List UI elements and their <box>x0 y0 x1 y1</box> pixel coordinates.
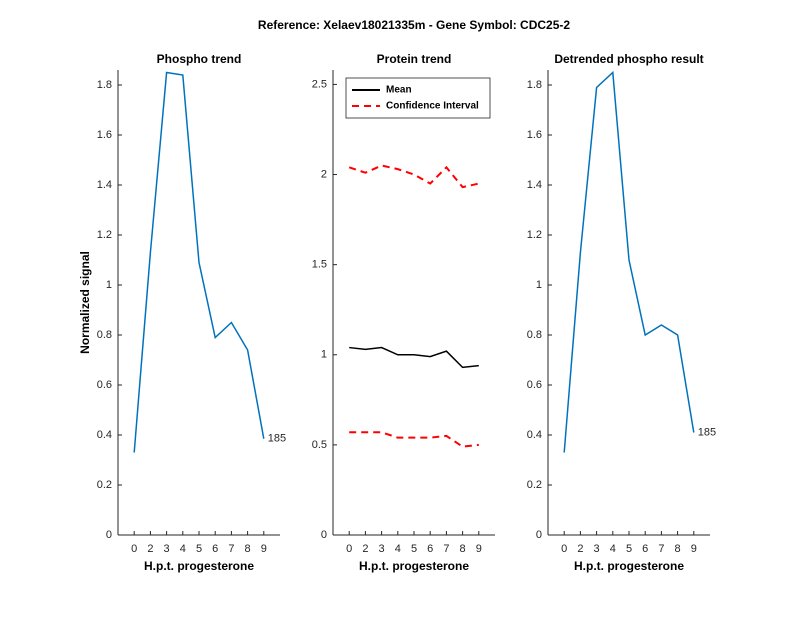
y-tick-label: 0 <box>106 529 112 541</box>
y-tick-label: 1.2 <box>97 229 112 241</box>
y-tick-label: 0.6 <box>527 379 542 391</box>
x-tick-label: 0 <box>346 543 352 555</box>
x-tick-label: 3 <box>379 543 385 555</box>
subplot-title: Detrended phospho result <box>554 52 703 66</box>
x-tick-label: 8 <box>460 543 466 555</box>
legend-label: Mean <box>386 85 412 96</box>
x-tick-label: 0 <box>561 543 567 555</box>
data-line <box>563 70 695 453</box>
y-tick-label: 1 <box>106 279 112 291</box>
x-tick-label: 2 <box>147 543 153 555</box>
x-tick-label: 4 <box>610 543 616 555</box>
x-tick-label: 7 <box>658 543 664 555</box>
x-tick-label: 3 <box>164 543 170 555</box>
x-axis-label: H.p.t. progesterone <box>359 559 469 573</box>
y-tick-label: 1 <box>536 279 542 291</box>
y-tick-label: 1.5 <box>312 259 327 271</box>
figure-title: Reference: Xelaev18021335m - Gene Symbol… <box>258 18 570 32</box>
data-line <box>349 346 479 369</box>
x-tick-label: 8 <box>245 543 251 555</box>
annotation: 185 <box>698 426 716 438</box>
x-tick-label: 0 <box>131 543 137 555</box>
y-tick-label: 0 <box>321 529 327 541</box>
legend-box <box>345 77 491 119</box>
y-tick-label: 0.6 <box>97 379 112 391</box>
x-tick-label: 5 <box>196 543 202 555</box>
x-tick-label: 3 <box>594 543 600 555</box>
x-tick-label: 4 <box>180 543 186 555</box>
y-tick-label: 0.4 <box>97 429 112 441</box>
x-tick-label: 2 <box>577 543 583 555</box>
x-tick-label: 8 <box>675 543 681 555</box>
x-tick-label: 9 <box>261 543 267 555</box>
subplot-title: Phospho trend <box>157 52 242 66</box>
y-tick-label: 0.8 <box>97 329 112 341</box>
y-tick-label: 0.2 <box>97 479 112 491</box>
x-tick-label: 7 <box>228 543 234 555</box>
annotation: 185 <box>268 433 286 445</box>
y-tick-label: 0.5 <box>312 439 327 451</box>
y-tick-label: 2.5 <box>312 78 327 90</box>
y-tick-label: 1.2 <box>527 229 542 241</box>
subplot-title: Protein trend <box>377 52 452 66</box>
x-tick-label: 6 <box>212 543 218 555</box>
x-tick-label: 9 <box>691 543 697 555</box>
x-tick-label: 5 <box>411 543 417 555</box>
x-tick-label: 7 <box>443 543 449 555</box>
y-tick-label: 2 <box>321 168 327 180</box>
y-tick-label: 0.2 <box>527 479 542 491</box>
legend-label: Confidence Interval <box>386 101 479 112</box>
y-tick-label: 0.4 <box>527 429 542 441</box>
ci-lower <box>349 431 479 448</box>
data-line <box>133 71 265 453</box>
y-tick-label: 1.4 <box>97 179 112 191</box>
y-tick-label: 1.6 <box>97 129 112 141</box>
x-tick-label: 2 <box>362 543 368 555</box>
x-tick-label: 9 <box>476 543 482 555</box>
x-axis-label: H.p.t. progesterone <box>574 559 684 573</box>
x-tick-label: 6 <box>427 543 433 555</box>
x-axis-label: H.p.t. progesterone <box>144 559 254 573</box>
y-axis-label: Normalized signal <box>78 251 92 354</box>
y-tick-label: 0.8 <box>527 329 542 341</box>
y-tick-label: 1.6 <box>527 129 542 141</box>
x-tick-label: 5 <box>626 543 632 555</box>
x-tick-label: 6 <box>642 543 648 555</box>
x-tick-label: 4 <box>395 543 401 555</box>
y-tick-label: 1.4 <box>527 179 542 191</box>
y-tick-label: 1.8 <box>527 79 542 91</box>
y-tick-label: 0 <box>536 529 542 541</box>
y-tick-label: 1 <box>321 349 327 361</box>
y-tick-label: 1.8 <box>97 79 112 91</box>
